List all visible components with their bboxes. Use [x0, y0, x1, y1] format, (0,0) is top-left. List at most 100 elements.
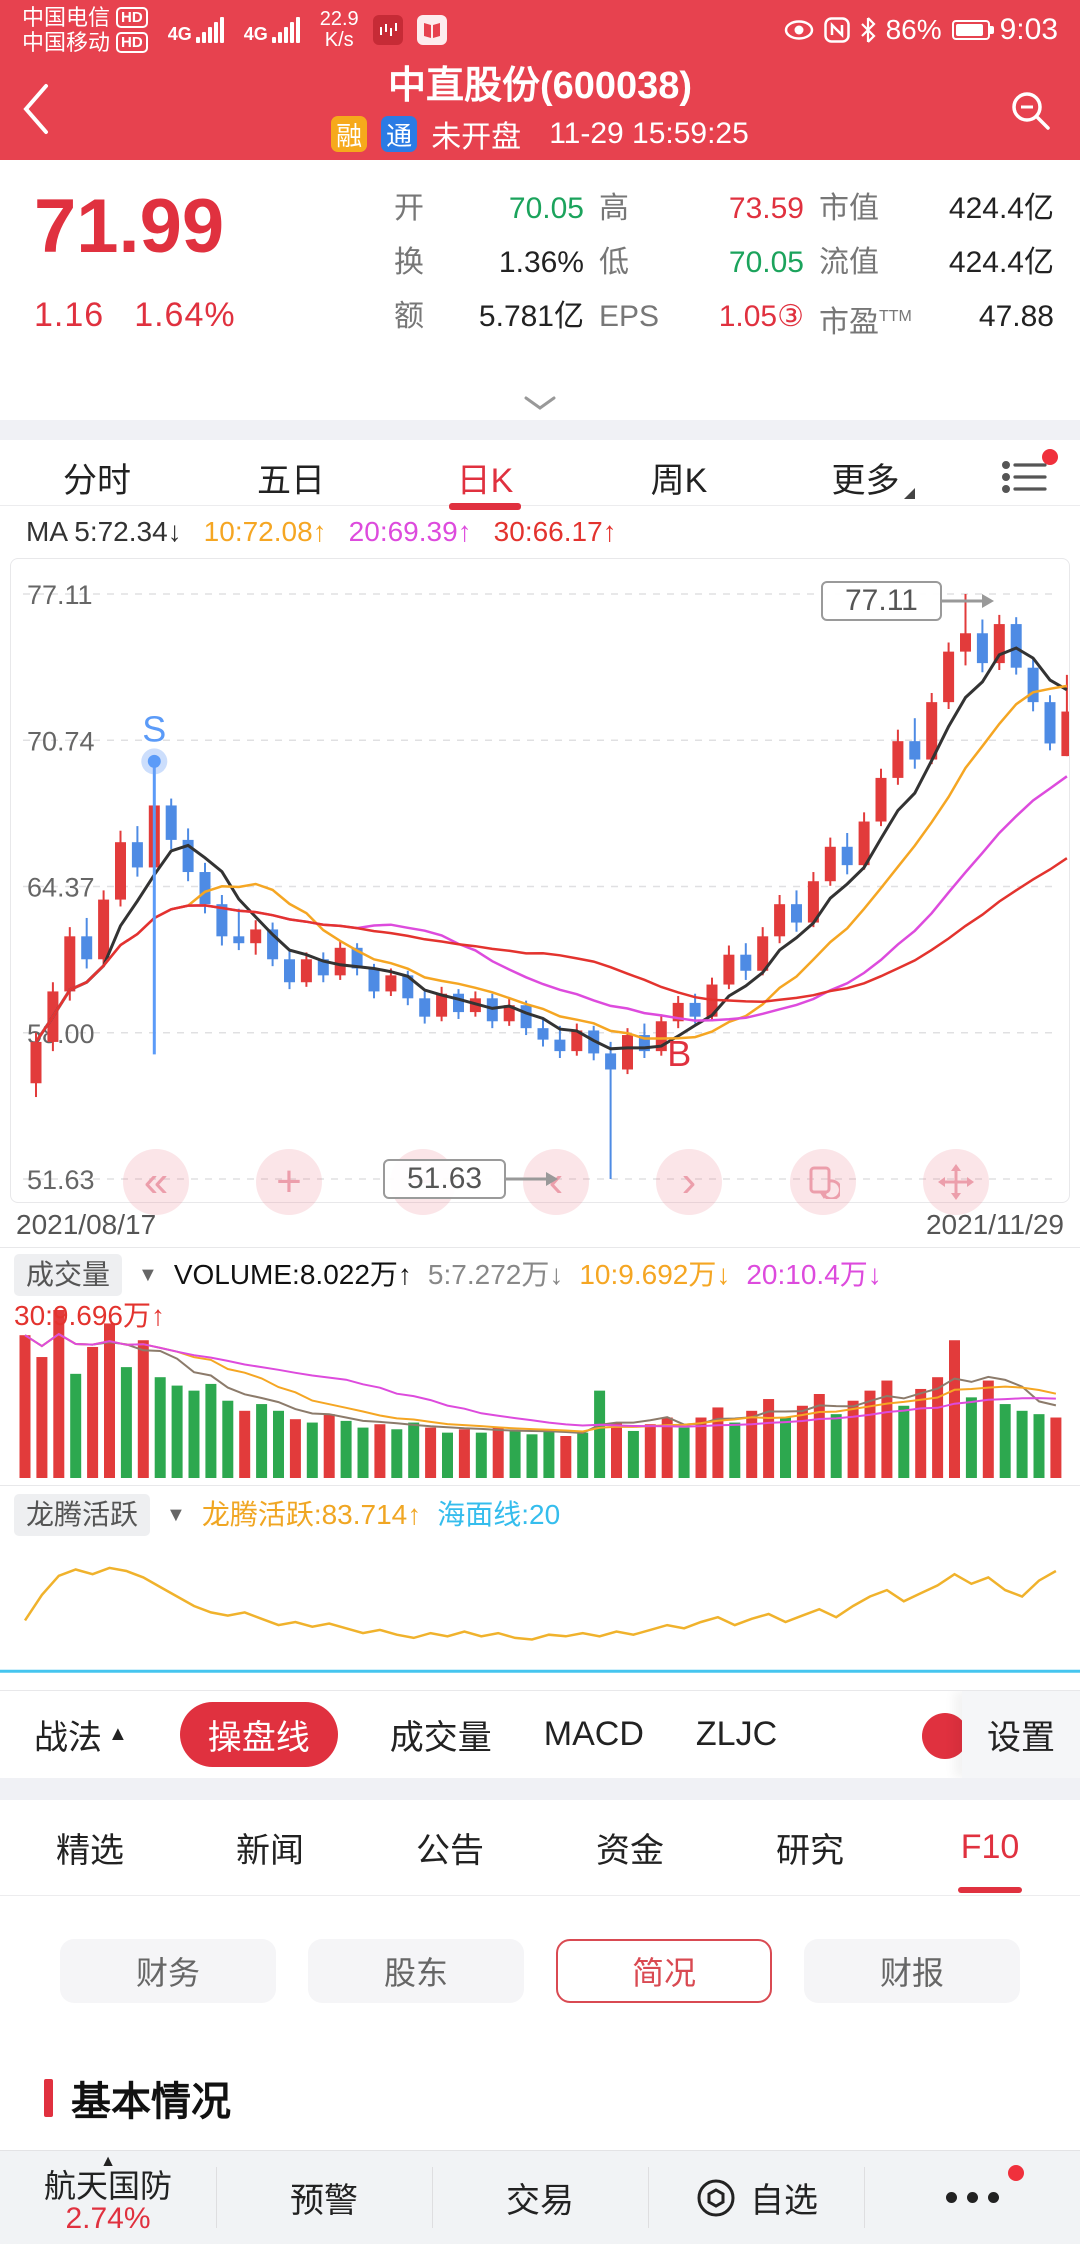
- svg-text:64.37: 64.37: [27, 873, 95, 903]
- pill-reports[interactable]: 财报: [804, 1939, 1020, 2003]
- market-status: 未开盘: [431, 121, 522, 154]
- caret-down-icon[interactable]: ▼: [138, 1264, 158, 1286]
- nav-f10[interactable]: F10: [900, 1828, 1080, 1867]
- expand-quote-chevron[interactable]: [523, 395, 557, 416]
- svg-text:S: S: [142, 708, 166, 749]
- notification-dot: [1042, 448, 1058, 465]
- nav-featured[interactable]: 精选: [56, 1832, 124, 1870]
- tab-minute[interactable]: 分时: [63, 462, 131, 500]
- stat-value: 424.4亿: [948, 192, 1054, 225]
- settings-button[interactable]: 设置: [962, 1691, 1080, 1778]
- volume-chart[interactable]: [0, 1248, 1080, 1486]
- volume-current: VOLUME:8.022万↑: [173, 1259, 412, 1290]
- alert-button[interactable]: 预警: [216, 2151, 432, 2244]
- ma-legend: MA 5:72.34↓ 10:72.08↑ 20:69.39↑ 30:66.17…: [0, 506, 1080, 558]
- stock-title: 中直股份(600038): [387, 65, 693, 107]
- volume-section[interactable]: 成交量 ▼ VOLUME:8.022万↑ 5:7.272万↓ 10:9.692万…: [0, 1247, 1080, 1485]
- signal-icon-2: 4G: [244, 17, 300, 43]
- kline-chart-panel[interactable]: 77.11 70.74 64.37 58.00 51.63 S B 77.11 51.63 …: [10, 558, 1070, 1215]
- pill-shareholders[interactable]: 股东: [308, 1939, 524, 2003]
- sell-marker: S: [141, 708, 168, 1055]
- indicator-tab-bar: 战法 ▲ 操盘线 成交量 MACD ZLJC 设置: [0, 1690, 1080, 1778]
- clock: 9:03: [999, 13, 1058, 46]
- hd-badge: HD: [116, 32, 148, 53]
- ma10-line: [34, 684, 1068, 1043]
- end-date: 2021/11/29: [925, 1209, 1064, 1240]
- stat-label: 换: [394, 246, 424, 279]
- dragon-line-chart[interactable]: [0, 1536, 1080, 1686]
- eye-icon: [784, 20, 813, 40]
- high-price-callout: 77.11: [821, 581, 994, 621]
- search-button[interactable]: [1004, 84, 1056, 136]
- trade-button[interactable]: 交易: [432, 2151, 648, 2244]
- chart-period-tabs: 分时 五日 日K 周K 更多: [0, 440, 1080, 506]
- bottom-action-bar: ▲ 航天国防 2.74% 预警 交易 自选: [0, 2150, 1080, 2244]
- tab-zljc[interactable]: ZLJC: [695, 1715, 778, 1753]
- stat-label: 流值: [819, 246, 879, 279]
- zoom-in-button[interactable]: +: [256, 1149, 322, 1215]
- divider-strip: [0, 420, 1080, 440]
- watchlist-icon: [697, 2179, 735, 2216]
- indicator-list-button[interactable]: [970, 448, 1080, 497]
- caret-up-icon: ▲: [108, 1723, 128, 1745]
- title-bar: 中直股份(600038) 融 通 未开盘 11-29 15:59:25: [0, 60, 1080, 160]
- nav-research[interactable]: 研究: [776, 1832, 844, 1870]
- svg-text:77.11: 77.11: [27, 580, 93, 610]
- tab-macd[interactable]: MACD: [543, 1715, 644, 1753]
- back-button[interactable]: [18, 74, 68, 144]
- tab-five-day[interactable]: 五日: [257, 462, 325, 500]
- scrolled-tab-badge: [922, 1713, 968, 1759]
- tab-weekly-k[interactable]: 周K: [650, 462, 708, 500]
- rotate-screen-button[interactable]: [790, 1149, 856, 1215]
- dragon-line: [23, 1566, 1057, 1641]
- carrier-1: 中国电信: [22, 5, 111, 30]
- dragon-indicator-label[interactable]: 龙腾活跃: [14, 1494, 151, 1536]
- carrier-2: 中国移动: [22, 30, 111, 55]
- watchlist-button[interactable]: 自选: [648, 2151, 864, 2244]
- volume-ma20-line: [24, 1332, 1056, 1428]
- volume-indicator-label[interactable]: 成交量: [14, 1254, 123, 1296]
- more-button[interactable]: [864, 2151, 1080, 2244]
- tab-strategy[interactable]: 战法 ▲: [34, 1719, 128, 1757]
- battery-icon: [951, 20, 994, 40]
- tab-more[interactable]: 更多: [776, 443, 970, 502]
- ma5-line: [34, 646, 1068, 1051]
- fast-rewind-button[interactable]: «: [123, 1149, 189, 1215]
- volume-ma30: 30:9.696万↑: [14, 1300, 165, 1331]
- nav-news[interactable]: 新闻: [236, 1832, 304, 1870]
- volume-bars: [19, 1310, 1062, 1478]
- nav-funds[interactable]: 资金: [596, 1832, 664, 1870]
- pan-left-button[interactable]: ‹: [523, 1149, 589, 1215]
- dragon-section[interactable]: 龙腾活跃 ▼ 龙腾活跃:83.714↑ 海面线:20: [0, 1485, 1080, 1690]
- pill-finance[interactable]: 财务: [60, 1939, 276, 2003]
- buy-marker: B: [667, 1033, 691, 1074]
- status-bar: 中国电信 HD 中国移动 HD 4G 4G 22.9 K/s 86% 9:03: [0, 0, 1080, 60]
- volume-ma5: 5:7.272万↓: [427, 1259, 564, 1290]
- quote-stats: 开 70.05 换 1.36% 额 5.781亿 高 73.59 低 70.05 EPS 1…: [394, 184, 1054, 420]
- sea-line-value: 海面线:20: [437, 1499, 561, 1530]
- svg-text:70.74: 70.74: [27, 726, 95, 756]
- pan-right-button[interactable]: ›: [656, 1149, 722, 1215]
- stat-value: 5.781亿: [478, 300, 584, 333]
- caret-down-icon[interactable]: ▼: [166, 1504, 186, 1526]
- ttm-superscript: TTM: [879, 308, 912, 325]
- volume-ma10-line: [24, 1332, 1057, 1433]
- carrier-labels: 中国电信 HD 中国移动 HD: [22, 5, 148, 55]
- stat-value: 70.05: [508, 192, 584, 225]
- signal-icon: 4G: [168, 17, 224, 43]
- notification-app-icon: [372, 15, 403, 45]
- move-chart-button[interactable]: [923, 1149, 989, 1215]
- nfc-icon: [823, 17, 850, 43]
- nav-announcements[interactable]: 公告: [416, 1832, 484, 1870]
- hot-sector-button[interactable]: ▲ 航天国防 2.74%: [43, 2152, 172, 2235]
- detail-pills-row: 财务 股东 简况 财报: [0, 1896, 1080, 2046]
- pill-profile[interactable]: 简况: [556, 1939, 772, 2003]
- tab-caopanxian[interactable]: 操盘线: [179, 1702, 338, 1767]
- stat-label: 市值: [819, 192, 879, 225]
- notification-dot: [1008, 2165, 1024, 2181]
- tab-volume[interactable]: 成交量: [389, 1719, 492, 1757]
- tab-daily-k[interactable]: 日K: [388, 443, 582, 502]
- volume-ma5-line: [24, 1332, 1057, 1435]
- stat-value: 70.05: [728, 246, 804, 279]
